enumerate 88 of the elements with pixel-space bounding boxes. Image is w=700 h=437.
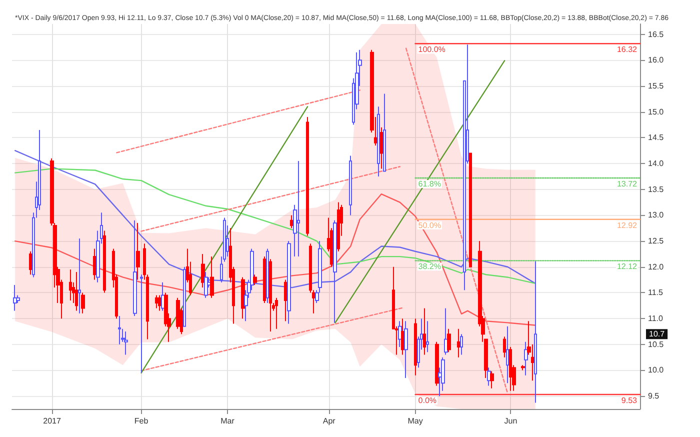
candlestick (13, 284, 17, 312)
candlestick (414, 318, 417, 376)
annotation: 12.12 (616, 262, 638, 272)
candlestick (183, 266, 186, 327)
x-tick-label: 2017 (43, 416, 62, 426)
candlestick (404, 320, 408, 378)
candlestick (506, 326, 509, 384)
candlestick (140, 274, 143, 374)
candlestick (509, 346, 512, 392)
candlestick (423, 308, 426, 356)
annotation: 12.92 (616, 220, 638, 230)
candlestick (337, 202, 340, 252)
candlestick (133, 220, 137, 316)
candlestick (383, 93, 386, 172)
y-tick-label: 10.0 (648, 366, 664, 375)
y-tick-label: 9.5 (648, 392, 660, 401)
candlestick (29, 250, 32, 276)
candlestick (380, 126, 383, 170)
candlestick (275, 297, 278, 330)
candlestick (460, 334, 463, 356)
candlestick (534, 260, 537, 404)
candlestick (469, 152, 472, 268)
candlestick (349, 155, 352, 216)
y-tick-label: 15.5 (648, 82, 664, 91)
candlestick (490, 370, 494, 389)
y-tick-label: 15.0 (648, 107, 664, 116)
candlestick (75, 272, 78, 312)
y-tick-label: 13.0 (648, 210, 664, 220)
y-tick-label: 16.0 (648, 56, 664, 65)
x-tick-label: May (408, 416, 423, 426)
line-series (14, 193, 536, 326)
candlestick (263, 256, 266, 304)
y-tick-label: 11.5 (648, 288, 664, 298)
candlestick (78, 238, 81, 314)
line-series (14, 168, 536, 284)
candlestick (103, 230, 106, 294)
candlestick (306, 116, 309, 236)
annotation: 38.2% (418, 262, 441, 272)
candlestick (398, 320, 402, 348)
y-tick-label: 14.5 (648, 133, 664, 142)
candlestick (136, 222, 140, 280)
y-tick-label: 10.5 (648, 340, 664, 349)
candlestick (118, 315, 121, 345)
text: 10.7 (649, 330, 666, 339)
candlestick (435, 341, 439, 386)
candlestick (269, 258, 272, 332)
candlestick (210, 256, 214, 298)
y-tick-label: 12.5 (648, 236, 664, 246)
x-tick-label: Jun (504, 416, 518, 426)
y-tick-label: 13.5 (648, 184, 664, 194)
candlestick (81, 292, 85, 314)
line-series (14, 150, 536, 288)
candlestick (287, 240, 291, 324)
annotation: 9.53 (621, 396, 638, 406)
candlestick (155, 294, 158, 309)
candlestick (377, 106, 380, 177)
candlestick (266, 248, 269, 304)
candlestick (69, 268, 72, 301)
candlestick (444, 308, 448, 356)
candlestick (284, 279, 288, 322)
y-tick-label: 11.0 (648, 314, 664, 324)
candlestick (333, 220, 337, 324)
candlestick (447, 328, 451, 353)
annotation: 50.0% (418, 220, 441, 230)
annotation: 100.0% (418, 45, 446, 54)
annotation: 16.32 (616, 45, 638, 54)
candlestick (521, 364, 525, 371)
candlestick (124, 330, 128, 356)
candlestick (524, 341, 528, 376)
candlestick (253, 274, 257, 286)
candlestick (201, 253, 205, 288)
x-tick-label: Mar (220, 416, 235, 426)
candlestick (290, 214, 294, 229)
candlestick (204, 272, 208, 298)
x-tick-label: Apr (322, 416, 336, 426)
y-tick-label: 12.0 (648, 262, 664, 272)
annotation: 61.8% (418, 180, 441, 188)
annotation: 0.0% (418, 396, 437, 406)
candlestick (426, 320, 429, 353)
candlestick (241, 276, 245, 320)
candlestick (487, 367, 491, 386)
annotation: 13.72 (616, 180, 638, 188)
candlestick (297, 160, 300, 258)
candlestick (457, 328, 460, 358)
x-tick-label: Feb (134, 416, 149, 426)
y-tick-label: 16.5 (648, 30, 664, 39)
candlestick (503, 336, 506, 358)
y-tick-label: 14.0 (648, 159, 664, 168)
